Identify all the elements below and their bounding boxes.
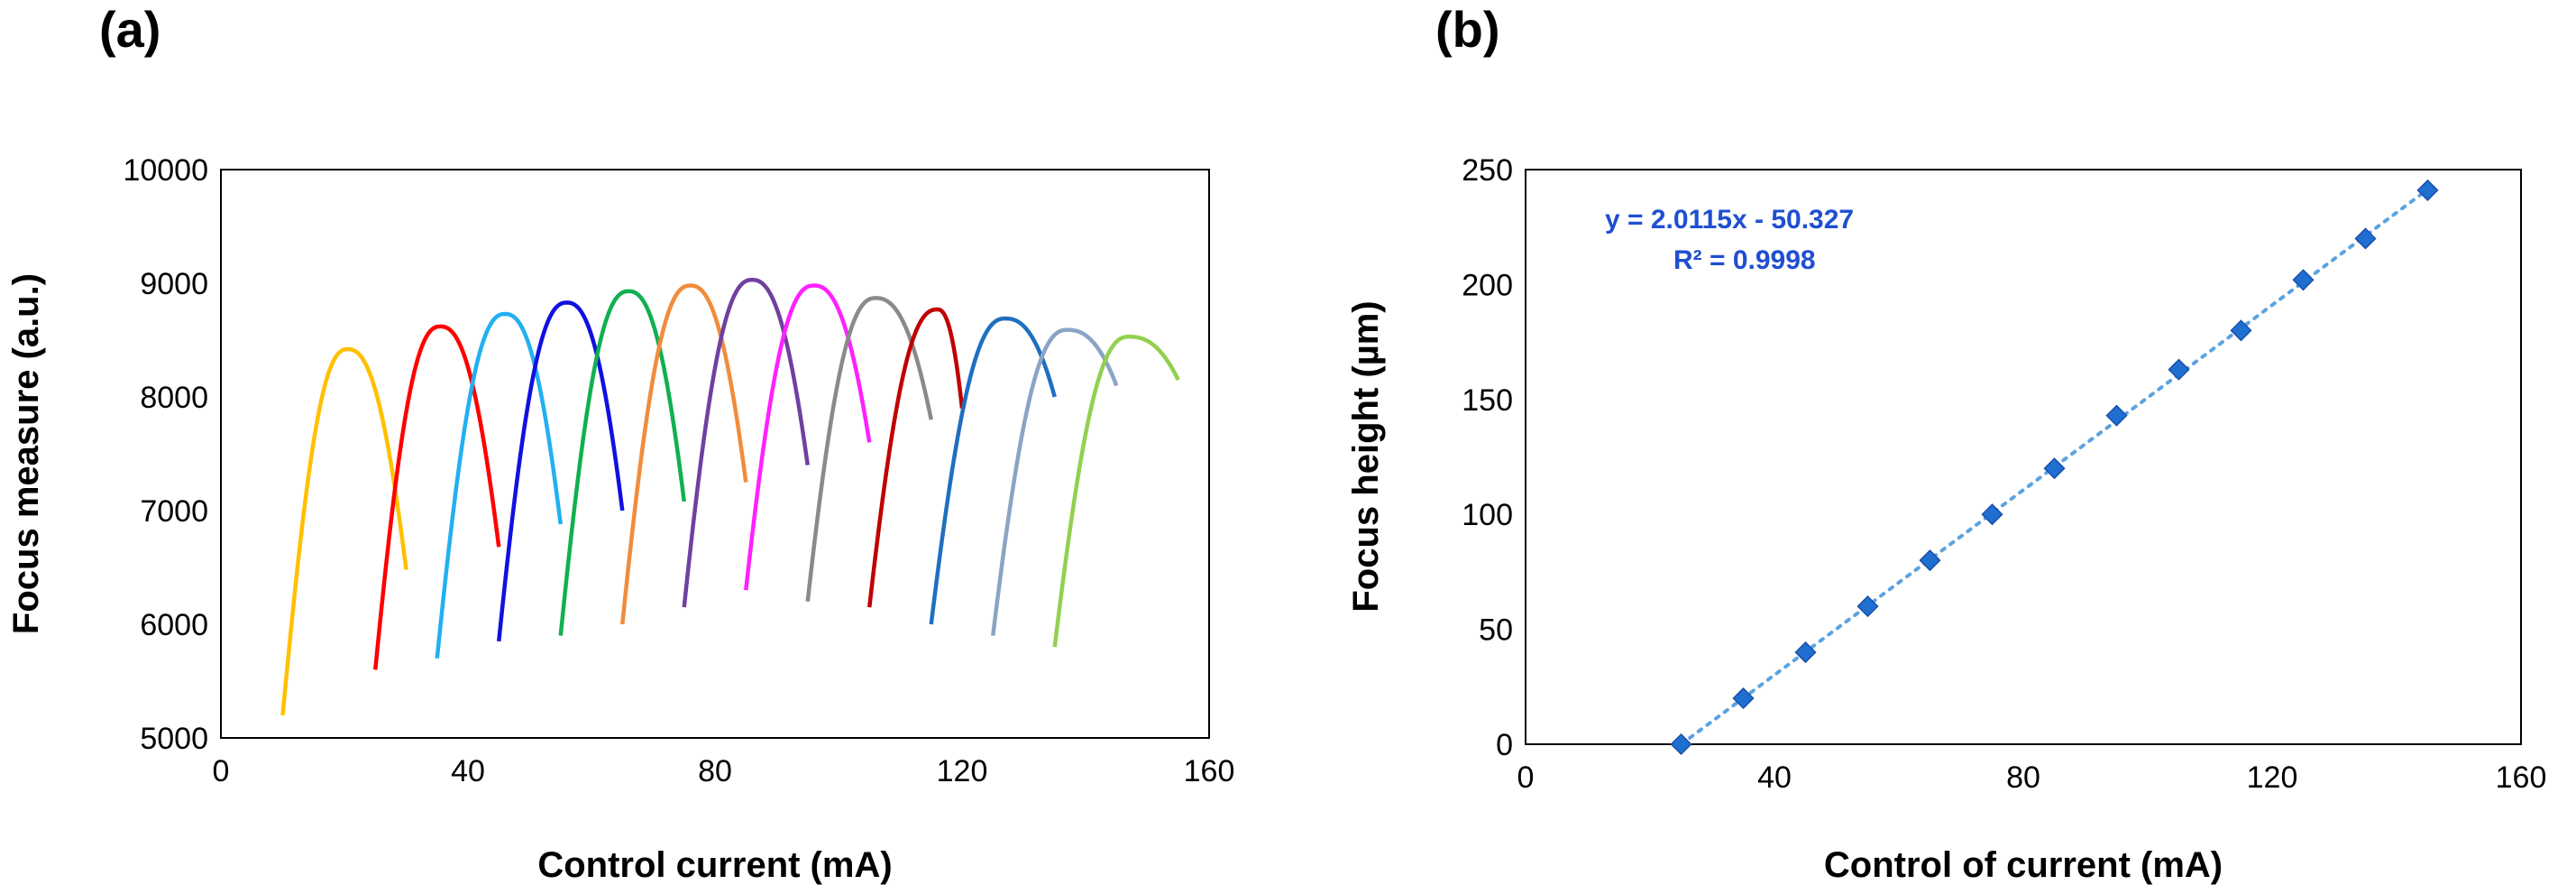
- panel-b-fit-equation: y = 2.0115x - 50.327: [1605, 205, 1854, 235]
- panel-a-series-line: [805, 296, 933, 603]
- panel-b-label: (b): [1435, 1, 1500, 58]
- panel-b-data-point: [2230, 319, 2252, 342]
- panel-b-points: [1670, 179, 2439, 756]
- panel-b-data-point: [1732, 687, 1755, 710]
- panel-b-x-tick-label: 0: [1517, 760, 1535, 795]
- panel-a-series-line: [558, 289, 686, 636]
- panel-a-y-tick-label: 8000: [140, 381, 208, 415]
- panel-b-data-point: [2292, 269, 2315, 291]
- panel-b-y-axis-title: Focus height (µm): [1346, 300, 1386, 612]
- panel-a-series-line: [280, 346, 408, 716]
- panel-a-series-line: [867, 307, 965, 608]
- panel-a-series-line: [682, 277, 810, 608]
- panel-a-series-line: [373, 324, 501, 670]
- panel-a-series-line: [991, 327, 1119, 636]
- panel-b-x-tick-label: 40: [1757, 760, 1792, 795]
- panel-a-x-ticks: 0 40 80 120 160: [213, 754, 1235, 788]
- panel-b-data-point: [1919, 549, 1941, 572]
- panel-b-data-point: [2168, 358, 2190, 381]
- panel-a-plot-area: [220, 169, 1210, 739]
- panel-b-y-tick-label: 250: [1462, 153, 1513, 188]
- panel-b-x-ticks: 0 40 80 120 160: [1517, 760, 2547, 795]
- panel-a-series-line: [620, 283, 748, 625]
- panel-a-x-tick-label: 40: [451, 754, 485, 788]
- panel-b-data-point: [1794, 641, 1817, 664]
- panel-a-y-tick-label: 5000: [140, 722, 208, 756]
- panel-b-y-tick-label: 50: [1479, 613, 1513, 648]
- panel-a-x-tick-label: 0: [213, 754, 230, 788]
- panel-b-data-point: [1856, 595, 1879, 618]
- panel-b-y-tick-label: 100: [1462, 498, 1513, 532]
- panel-a-x-tick-label: 80: [698, 754, 732, 788]
- panel-a-series-line: [929, 316, 1057, 625]
- panel-b-y-tick-label: 150: [1462, 383, 1513, 418]
- panel-a-y-tick-label: 6000: [140, 608, 208, 642]
- panel-a-x-tick-label: 120: [937, 754, 988, 788]
- panel-a: (a) 5000 6000 7000 8000 9000 10000 0 40 80 120 16…: [6, 1, 1234, 885]
- panel-a-y-tick-label: 9000: [140, 267, 208, 301]
- panel-a-series-line: [497, 300, 625, 642]
- panel-b-x-tick-label: 160: [2496, 760, 2547, 795]
- panel-b-x-axis-title: Control of current (mA): [1824, 845, 2223, 885]
- panel-b-data-point: [2354, 227, 2377, 250]
- panel-b-plot-area: [1525, 169, 2522, 745]
- panel-b-y-ticks: 0 50 100 150 200 250: [1462, 153, 1513, 762]
- panel-b-y-tick-label: 0: [1496, 728, 1513, 762]
- panel-a-y-tick-label: 10000: [123, 153, 208, 188]
- panel-a-series-line: [435, 311, 563, 659]
- panel-a-y-axis-title: Focus measure (a.u.): [6, 273, 46, 634]
- panel-b-data-point: [2043, 457, 2066, 480]
- panel-b-y-tick-label: 200: [1462, 268, 1513, 302]
- panel-b-data-point: [2416, 179, 2439, 201]
- panel-b-fit-r-squared: R² = 0.9998: [1673, 245, 1816, 275]
- panel-a-y-ticks: 5000 6000 7000 8000 9000 10000: [123, 153, 208, 756]
- panel-b: (b) 0 50 100 150 200 250 0 40 80 120 160 y = 2.01…: [1346, 1, 2546, 885]
- panel-a-series: [280, 277, 1180, 716]
- panel-b-data-point: [2105, 404, 2128, 427]
- panel-a-label: (a): [99, 1, 160, 58]
- panel-b-x-tick-label: 120: [2247, 760, 2298, 795]
- panel-b-data-point: [1670, 733, 1692, 756]
- panel-a-x-tick-label: 160: [1184, 754, 1235, 788]
- panel-a-y-tick-label: 7000: [140, 494, 208, 529]
- panel-a-x-axis-title: Control current (mA): [537, 845, 892, 885]
- panel-b-x-tick-label: 80: [2006, 760, 2040, 795]
- panel-b-data-point: [1981, 503, 2003, 526]
- panel-a-series-line: [1052, 334, 1180, 648]
